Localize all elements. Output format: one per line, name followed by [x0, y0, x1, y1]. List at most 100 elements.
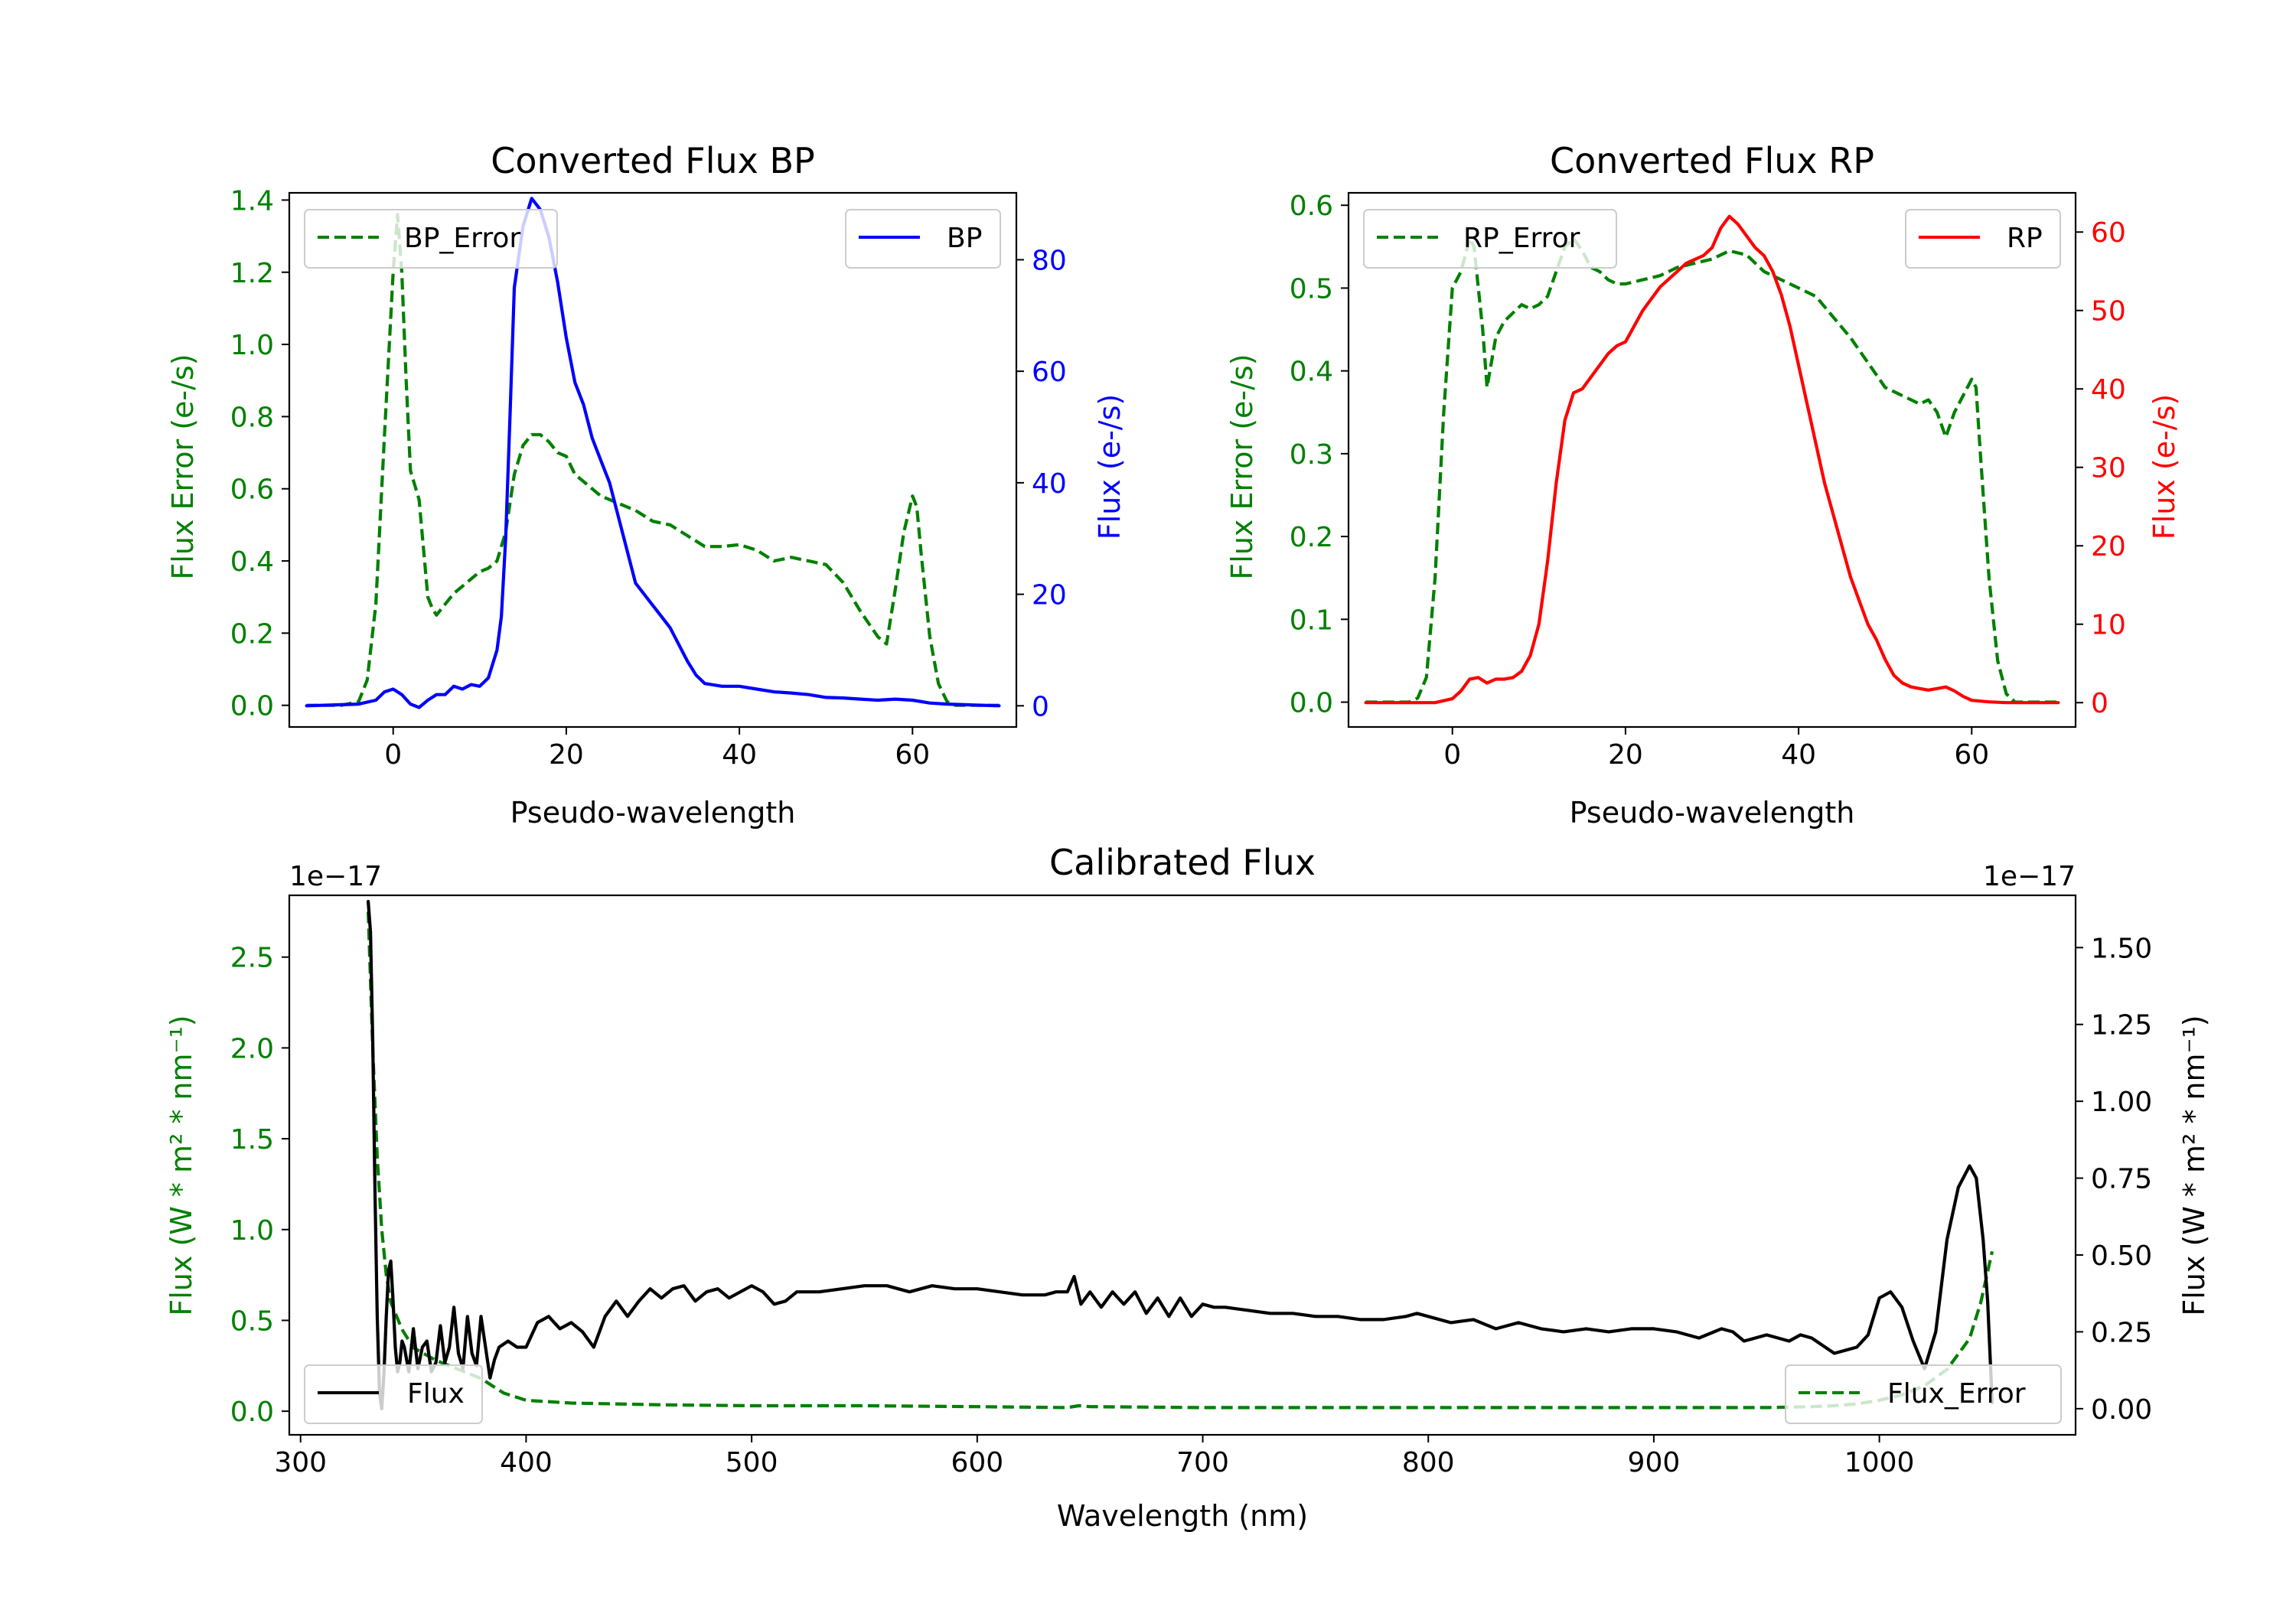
bp-right-y-tick-label: 20 — [1032, 580, 1067, 611]
rp-left-y-tick-label: 0.0 — [1290, 688, 1333, 719]
rp-right-y-tick-label: 40 — [2091, 374, 2126, 406]
calibrated-x-axis-label: Wavelength (nm) — [1057, 1499, 1308, 1533]
calibrated-right-y-tick-label: 0.50 — [2091, 1240, 2152, 1272]
calibrated-left-y-tick-label: 1.0 — [230, 1215, 274, 1247]
calibrated-left-y-tick-label: 1.5 — [230, 1124, 274, 1156]
rp-right-y-tick-label: 20 — [2091, 531, 2126, 562]
calibrated-left-y-tick-label: 2.0 — [230, 1033, 274, 1064]
flux-legend: Flux — [304, 1364, 483, 1424]
bp-x-axis-label: Pseudo-wavelength — [510, 796, 796, 830]
rp-x-tick-label: 20 — [1608, 739, 1643, 771]
calibrated-x-tick-label: 900 — [1628, 1447, 1681, 1478]
bp-left-y-tick-label: 0.8 — [230, 402, 274, 433]
flux-error-legend: Flux_Error — [1785, 1364, 2062, 1424]
calibrated-right-y-tick-label: 0.75 — [2091, 1164, 2152, 1195]
calibrated-x-tick-label: 300 — [274, 1447, 327, 1478]
rp-panel: Converted Flux RP Pseudo-wavelength Flux… — [1225, 140, 2181, 830]
flux-error-legend-label: Flux_Error — [1887, 1378, 2026, 1410]
bp-legends: BP_Error BP — [304, 209, 1001, 269]
calibrated-x-tick-label: 800 — [1402, 1447, 1455, 1478]
rp-right-y-tick-label: 0 — [2091, 688, 2108, 719]
rp-ticks: 0 20 40 60 0.0 0.1 0.2 0.3 0.4 0.5 0.6 0 10 20 30 40 50 6… — [1290, 191, 2126, 771]
bp-x-tick-label: 20 — [549, 739, 584, 771]
calibrated-right-y-tick-label: 0.00 — [2091, 1394, 2152, 1426]
bp-x-tick-label: 40 — [722, 739, 757, 771]
rp-legend: RP — [1905, 209, 2061, 269]
flux-legend-label: Flux — [407, 1378, 465, 1410]
bp-left-y-tick-label: 0.4 — [230, 546, 274, 578]
bp-error-legend-label: BP_Error — [404, 223, 520, 254]
rp-series-rp-error — [1365, 236, 2059, 704]
rp-left-y-tick-label: 0.5 — [1290, 273, 1333, 305]
calibrated-left-y-tick-label: 0.0 — [230, 1397, 274, 1428]
bp-legend-label: BP — [947, 223, 982, 254]
calibrated-x-tick-label: 400 — [500, 1447, 553, 1478]
calibrated-left-axis-label: Flux (W * m² * nm⁻¹) — [165, 1015, 198, 1315]
calibrated-left-offset: 1e−17 — [289, 861, 382, 892]
calibrated-x-tick-label: 500 — [726, 1447, 778, 1478]
rp-x-tick-label: 0 — [1443, 739, 1461, 771]
rp-left-axis-label: Flux Error (e-/s) — [1225, 354, 1259, 579]
rp-right-y-tick-label: 10 — [2091, 610, 2126, 641]
bp-left-y-tick-label: 1.0 — [230, 330, 274, 361]
bp-axes-frame — [288, 191, 1018, 729]
bp-right-axis-label: Flux (e-/s) — [1093, 394, 1127, 539]
bp-error-legend: BP_Error — [304, 209, 558, 269]
rp-x-axis-label: Pseudo-wavelength — [1570, 796, 1855, 830]
bp-right-y-tick-label: 80 — [1032, 245, 1067, 276]
bp-series-bp-error — [306, 213, 1000, 707]
rp-x-tick-label: 60 — [1954, 739, 1989, 771]
rp-right-y-tick-label: 60 — [2091, 217, 2126, 249]
bp-left-y-tick-label: 0.6 — [230, 474, 274, 506]
calibrated-left-y-tick-label: 0.5 — [230, 1305, 274, 1337]
rp-left-y-tick-label: 0.1 — [1290, 605, 1333, 636]
rp-right-y-tick-label: 50 — [2091, 296, 2126, 328]
bp-panel: Converted Flux BP Pseudo-wavelength Flux… — [166, 140, 1127, 830]
rp-axes-frame — [1347, 191, 2077, 729]
bp-left-y-tick-label: 0.0 — [230, 691, 274, 722]
rp-x-tick-label: 40 — [1781, 739, 1816, 771]
calibrated-axes-frame — [288, 894, 2077, 1436]
bp-left-y-tick-label: 1.4 — [230, 185, 274, 217]
rp-title: Converted Flux RP — [1550, 140, 1874, 181]
rp-left-y-tick-label: 0.4 — [1290, 357, 1333, 388]
calibrated-right-offset: 1e−17 — [1983, 861, 2076, 892]
bp-left-axis-label: Flux Error (e-/s) — [166, 354, 200, 579]
calibrated-title: Calibrated Flux — [1049, 842, 1316, 883]
calibrated-ticks: 300 400 500 600 700 800 900 1000 0.0 0.5 1.0 1.5 2.0… — [230, 894, 2152, 1478]
calibrated-right-y-tick-label: 1.25 — [2091, 1010, 2152, 1041]
bp-right-y-tick-label: 0 — [1032, 691, 1049, 722]
bp-plot-area — [305, 197, 1001, 709]
rp-left-y-tick-label: 0.2 — [1290, 522, 1333, 553]
rp-right-axis-label: Flux (e-/s) — [2148, 394, 2181, 539]
rp-error-legend-label: RP_Error — [1463, 223, 1580, 254]
calibrated-right-y-tick-label: 1.50 — [2091, 933, 2152, 964]
bp-right-y-tick-label: 40 — [1032, 468, 1067, 500]
bp-left-y-tick-label: 1.2 — [230, 258, 274, 289]
calibrated-series-flux — [367, 899, 1994, 1410]
bp-legend: BP — [845, 209, 1001, 269]
calibrated-x-tick-label: 1000 — [1844, 1447, 1915, 1478]
rp-error-legend: RP_Error — [1363, 209, 1617, 269]
bp-series-bp — [305, 197, 1001, 709]
bp-x-tick-label: 60 — [895, 739, 930, 771]
calibrated-x-tick-label: 600 — [951, 1447, 1003, 1478]
rp-right-y-tick-label: 30 — [2091, 453, 2126, 484]
calibrated-right-y-tick-label: 1.00 — [2091, 1087, 2152, 1118]
calibrated-panel: Calibrated Flux Wavelength (nm) Flux (W … — [165, 842, 2211, 1533]
bp-ticks: 0 20 40 60 0.0 0.2 0.4 0.6 0.8 1.0 1.2 1.4 0 20 40 60 80 — [230, 185, 1067, 771]
rp-legend-label: RP — [2007, 223, 2043, 254]
rp-left-y-tick-label: 0.3 — [1290, 439, 1333, 471]
bp-x-tick-label: 0 — [384, 739, 402, 771]
calibrated-right-axis-label: Flux (W * m² * nm⁻¹) — [2177, 1015, 2211, 1315]
rp-plot-area — [1364, 214, 2060, 705]
calibrated-right-y-tick-label: 0.25 — [2091, 1317, 2152, 1348]
calibrated-left-y-tick-label: 2.5 — [230, 943, 274, 974]
bp-title: Converted Flux BP — [491, 140, 815, 181]
calibrated-legends: Flux Flux_Error — [304, 1364, 2062, 1424]
bp-right-y-tick-label: 60 — [1032, 357, 1067, 388]
calibrated-x-tick-label: 700 — [1176, 1447, 1229, 1478]
rp-left-y-tick-label: 0.6 — [1290, 191, 1333, 222]
rp-series-rp — [1364, 214, 2060, 705]
